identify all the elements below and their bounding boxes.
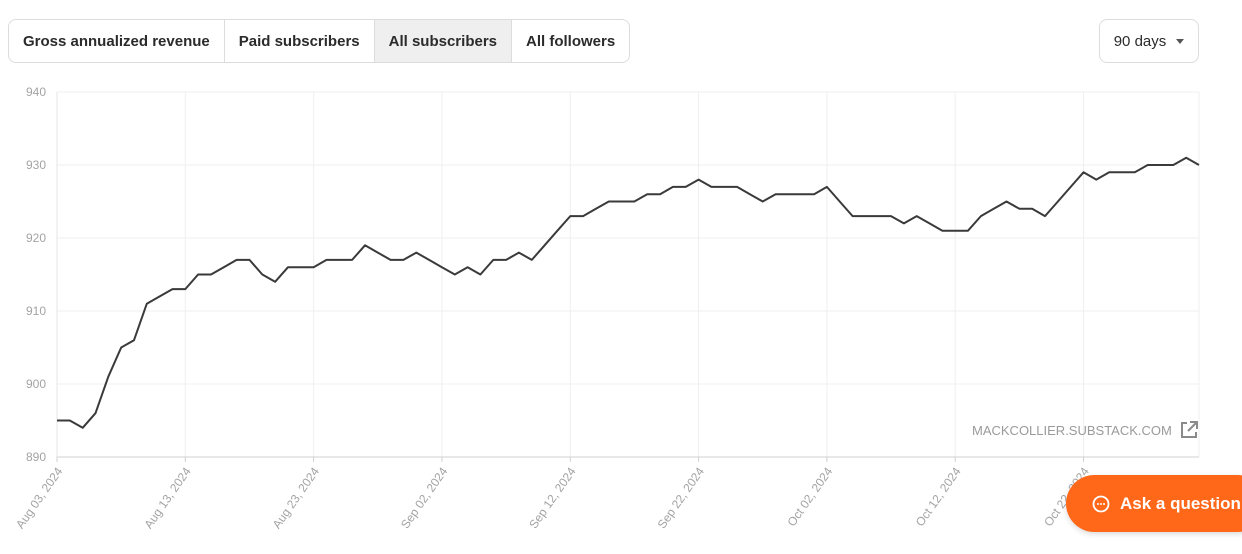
- date-range-select[interactable]: 90 days: [1099, 19, 1199, 63]
- chevron-down-icon: [1176, 39, 1185, 44]
- x-tick-label: Oct 12, 2024: [913, 464, 964, 529]
- series-line: [57, 156, 1200, 429]
- ask-question-button[interactable]: Ask a question: [1066, 475, 1242, 532]
- x-tick-label: Oct 02, 2024: [784, 464, 835, 529]
- tab-gross-annualized-revenue[interactable]: Gross annualized revenue: [9, 20, 225, 62]
- y-axis: 940 930 920 910 900 890: [26, 85, 46, 464]
- external-link-icon: [1180, 421, 1198, 438]
- tab-all-followers[interactable]: All followers: [526, 32, 616, 50]
- y-tick-label: 890: [26, 450, 46, 464]
- y-tick-label: 940: [26, 85, 46, 99]
- tab-all-subscribers[interactable]: All subscribers: [374, 20, 513, 62]
- publication-link[interactable]: MACKCOLLIER.SUBSTACK.COM: [972, 419, 1200, 441]
- date-range-label: 90 days: [1113, 32, 1167, 50]
- y-tick-label: 930: [26, 158, 46, 172]
- x-tick-label: Sep 22, 2024: [655, 464, 708, 531]
- x-tick-label: Sep 02, 2024: [398, 464, 451, 531]
- x-tick-label: Aug 03, 2024: [13, 464, 66, 531]
- tab-paid-subscribers[interactable]: Paid subscribers: [225, 20, 375, 62]
- y-tick-label: 910: [26, 304, 46, 318]
- x-tick-label: Sep 12, 2024: [526, 464, 579, 531]
- chart-grid: [56, 91, 1200, 458]
- y-tick-label: 920: [26, 231, 46, 245]
- x-tick-label: Aug 13, 2024: [141, 464, 194, 531]
- chat-bubble-icon: [1092, 495, 1110, 512]
- publication-url: MACKCOLLIER.SUBSTACK.COM: [972, 422, 1172, 438]
- x-axis: Aug 03, 2024 Aug 13, 2024 Aug 23, 2024 Sep …: [13, 457, 1092, 531]
- y-tick-label: 900: [26, 377, 46, 391]
- x-tick-label: Aug 23, 2024: [270, 464, 323, 531]
- ask-question-label: Ask a question: [1120, 493, 1241, 513]
- metric-tabs: Gross annualized revenue Paid subscriber…: [8, 19, 631, 63]
